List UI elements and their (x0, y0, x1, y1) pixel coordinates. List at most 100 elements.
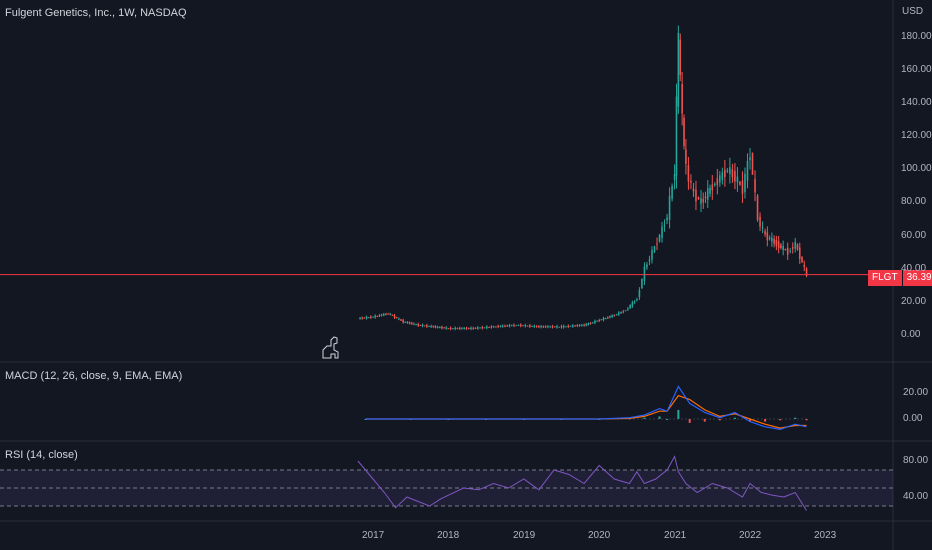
candle-body (780, 244, 782, 248)
candle-body (620, 311, 622, 314)
price-tick-label: 20.00 (901, 295, 927, 307)
candle-body (402, 319, 404, 323)
candle-body (526, 325, 529, 327)
candle-body (768, 237, 771, 239)
macd-histogram-bar (677, 409, 680, 419)
candle-body (449, 327, 452, 330)
candle-body (734, 170, 736, 182)
candle-body (602, 318, 605, 321)
candle-body (615, 314, 618, 316)
candle-body (726, 170, 729, 172)
candle-body (791, 247, 794, 249)
candle-body (436, 326, 439, 328)
candle-body (714, 183, 716, 185)
candle-body (729, 167, 731, 174)
candle-body (685, 149, 687, 164)
candle-body (542, 326, 545, 328)
candle-body (406, 322, 409, 324)
candle-body (704, 196, 707, 199)
candle-body (607, 317, 609, 319)
candle-body (385, 313, 387, 315)
candle-body (690, 180, 692, 183)
candle-body (565, 326, 567, 328)
candle-body (519, 324, 522, 327)
candle-body (389, 314, 392, 316)
candle-body (596, 320, 598, 322)
candle-body (474, 327, 477, 329)
candle-body (551, 326, 554, 328)
currency-label: USD (902, 6, 924, 17)
price-tick-label: 80.00 (901, 196, 927, 208)
candle-body (709, 187, 711, 194)
candle-body (629, 305, 631, 309)
candle-body (648, 259, 651, 262)
candle-body (692, 188, 695, 192)
candle-body (367, 317, 370, 319)
candle-body (658, 235, 661, 242)
candle-body (479, 327, 481, 329)
time-tick-label: 2021 (664, 530, 687, 541)
candle-body (775, 240, 778, 246)
price-tick-label: 0.00 (901, 329, 921, 340)
candle-body (598, 320, 600, 322)
candle-body (581, 324, 583, 326)
candle-body (430, 325, 432, 327)
candle-body (744, 173, 746, 193)
candle-body (786, 247, 789, 255)
candle-body (574, 325, 576, 327)
macd-histogram-bar (805, 419, 808, 421)
time-tick-label: 2017 (362, 530, 385, 541)
candle-body (756, 195, 759, 220)
candle-body (585, 323, 588, 326)
candle-body (675, 96, 678, 176)
candle-body (463, 327, 466, 329)
candle-body (361, 317, 364, 319)
candle-body (387, 313, 389, 315)
candle-body (445, 327, 448, 329)
candle-body (522, 325, 524, 327)
candle-body (370, 316, 372, 318)
rsi-tick-label: 80.00 (903, 455, 929, 466)
tradingview-logo-icon (322, 336, 339, 359)
candle-body (591, 322, 594, 324)
price-tick-label: 160.00 (901, 63, 932, 75)
candle-body (622, 311, 625, 313)
macd-histogram-bar (658, 416, 661, 419)
candle-body (611, 315, 613, 318)
candle-body (741, 180, 744, 194)
price-tag-divider (901, 270, 903, 286)
candle-body (391, 314, 394, 316)
macd-line (365, 385, 807, 431)
candle-body (746, 160, 749, 181)
candle-body (533, 325, 536, 327)
candle-body (513, 324, 515, 326)
candle-body (578, 324, 581, 327)
candle-body (677, 32, 680, 107)
candle-body (671, 185, 673, 199)
macd-tick-label: 0.00 (903, 413, 923, 424)
chart-title: Fulgent Genetics, Inc., 1W, NASDAQ (5, 7, 187, 19)
candle-body (481, 327, 484, 329)
candle-body (421, 324, 424, 326)
candle-body (794, 241, 797, 249)
macd-tick-label: 20.00 (903, 387, 929, 398)
candle-body (492, 326, 495, 328)
candle-body (663, 225, 666, 227)
candle-body (465, 327, 468, 329)
candle-body (486, 326, 488, 329)
candle-body (531, 325, 533, 327)
candle-body (404, 321, 407, 323)
last-price-tag: FLGT 36.39 (868, 270, 932, 286)
candle-body (719, 175, 721, 183)
candle-body (456, 328, 459, 330)
candle-body (702, 199, 705, 203)
candle-body (408, 322, 411, 324)
candle-body (363, 317, 366, 319)
candle-body (374, 315, 376, 318)
macd-histogram-bar (779, 419, 782, 421)
time-tick-label: 2023 (814, 530, 837, 541)
candle-body (651, 250, 653, 260)
candle-body (587, 323, 590, 325)
